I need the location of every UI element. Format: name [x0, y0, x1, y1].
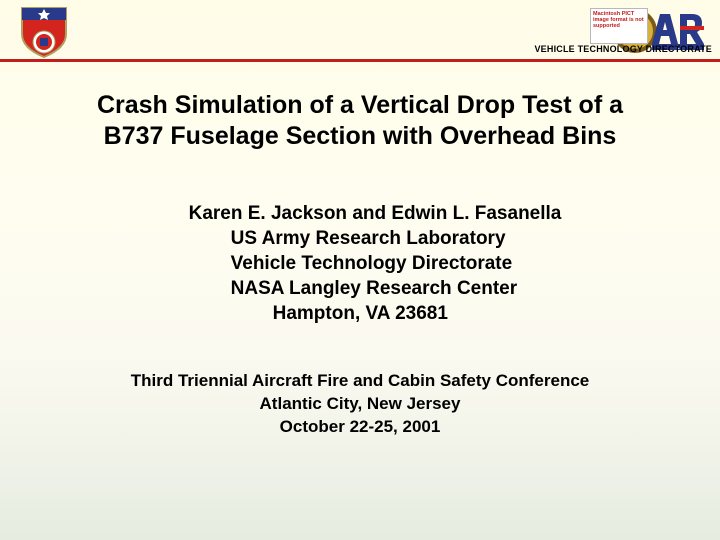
conference-line-2: Atlantic City, New Jersey: [38, 393, 682, 416]
title-line-1: Crash Simulation of a Vertical Drop Test…: [97, 91, 623, 119]
authors-line-2: US Army Research Laboratory: [189, 226, 562, 251]
title-line-2: B737 Fuselage Section with Overhead Bins: [104, 122, 617, 150]
conference-line-3: October 22-25, 2001: [38, 416, 682, 439]
image-format-badge: Macintosh PICT image format is not suppo…: [590, 8, 648, 44]
slide-content: Crash Simulation of a Vertical Drop Test…: [0, 62, 720, 439]
authors-line-3: Vehicle Technology Directorate: [189, 251, 562, 276]
slide-title: Crash Simulation of a Vertical Drop Test…: [38, 90, 682, 153]
conference-block: Third Triennial Aircraft Fire and Cabin …: [38, 370, 682, 439]
conference-line-1: Third Triennial Aircraft Fire and Cabin …: [38, 370, 682, 393]
left-shield-logo: [18, 4, 70, 58]
authors-line-1: Karen E. Jackson and Edwin L. Fasanella: [189, 201, 562, 226]
authors-line-5: Hampton, VA 23681: [189, 301, 562, 326]
badge-text: Macintosh PICT image format is not suppo…: [593, 11, 644, 29]
authors-line-4: NASA Langley Research Center: [189, 276, 562, 301]
header-divider: [0, 59, 720, 62]
header-band: L Macintosh PICT image format is not sup…: [0, 0, 720, 62]
header-directorate-label: VEHICLE TECHNOLOGY DIRECTORATE: [534, 44, 712, 54]
authors-block: Karen E. Jackson and Edwin L. Fasanella …: [189, 201, 562, 326]
